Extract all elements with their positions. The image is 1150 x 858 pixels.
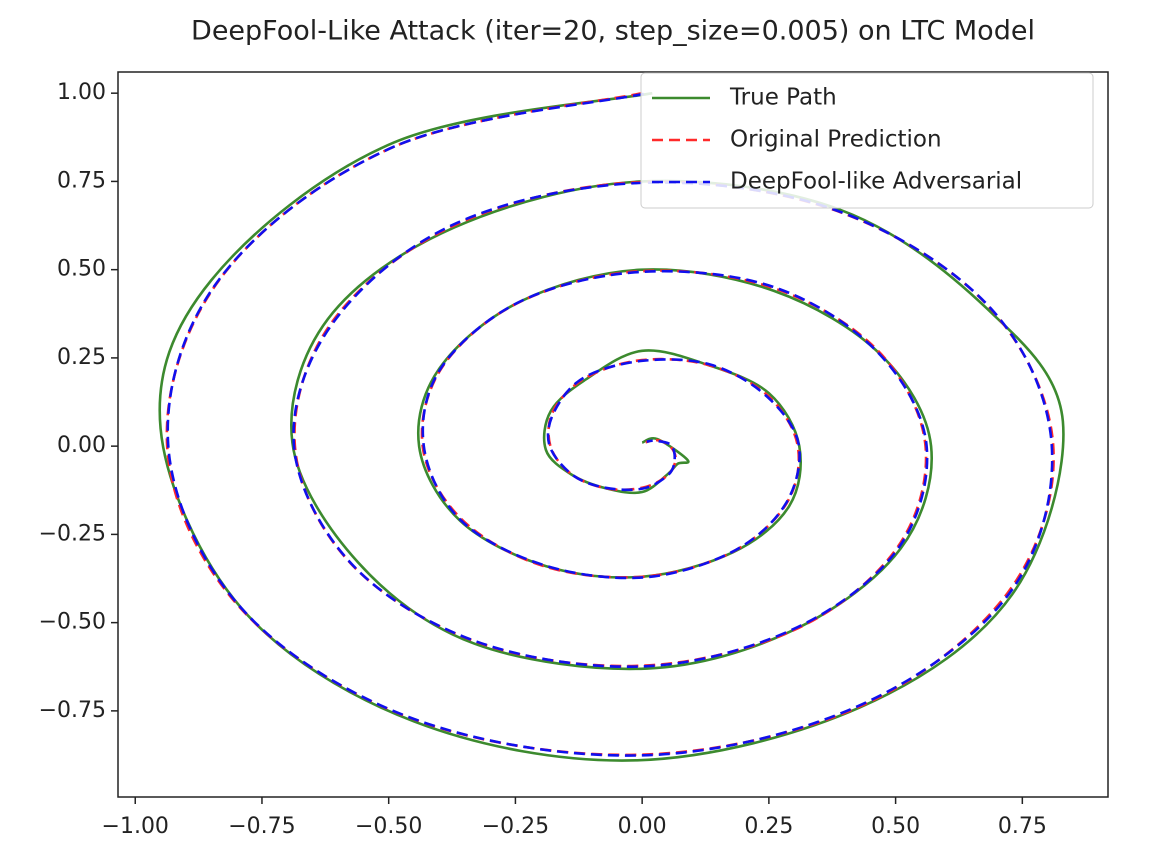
legend: True Path Original Prediction DeepFool-lik… xyxy=(640,72,1094,209)
legend-label: DeepFool-like Adversarial xyxy=(730,169,1022,195)
x-tick-label: −0.50 xyxy=(355,814,422,839)
y-tick-label: −0.50 xyxy=(39,610,106,635)
x-tick-label: 0.75 xyxy=(998,814,1047,839)
y-tick-label: 0.00 xyxy=(57,433,106,458)
y-tick-label: −0.75 xyxy=(39,698,106,723)
y-tick-label: 0.25 xyxy=(57,345,106,370)
legend-label: Original Prediction xyxy=(730,127,942,153)
x-tick-label: 0.00 xyxy=(618,814,667,839)
x-tick-label: 0.50 xyxy=(871,814,920,839)
y-tick-label: 0.50 xyxy=(57,257,106,282)
y-tick-label: −0.25 xyxy=(39,521,106,546)
legend-label: True Path xyxy=(729,85,837,111)
legend-box xyxy=(640,72,1094,209)
chart-title: DeepFool-Like Attack (iter=20, step_size… xyxy=(191,16,1035,47)
y-tick-label: 0.75 xyxy=(57,168,106,193)
x-tick-label: 0.25 xyxy=(744,814,793,839)
x-tick-label: −0.25 xyxy=(482,814,549,839)
y-tick-label: 1.00 xyxy=(57,80,106,105)
x-tick-label: −1.00 xyxy=(102,814,169,839)
x-tick-label: −0.75 xyxy=(228,814,295,839)
series-line xyxy=(166,92,1054,757)
plot-frame xyxy=(117,71,1109,798)
